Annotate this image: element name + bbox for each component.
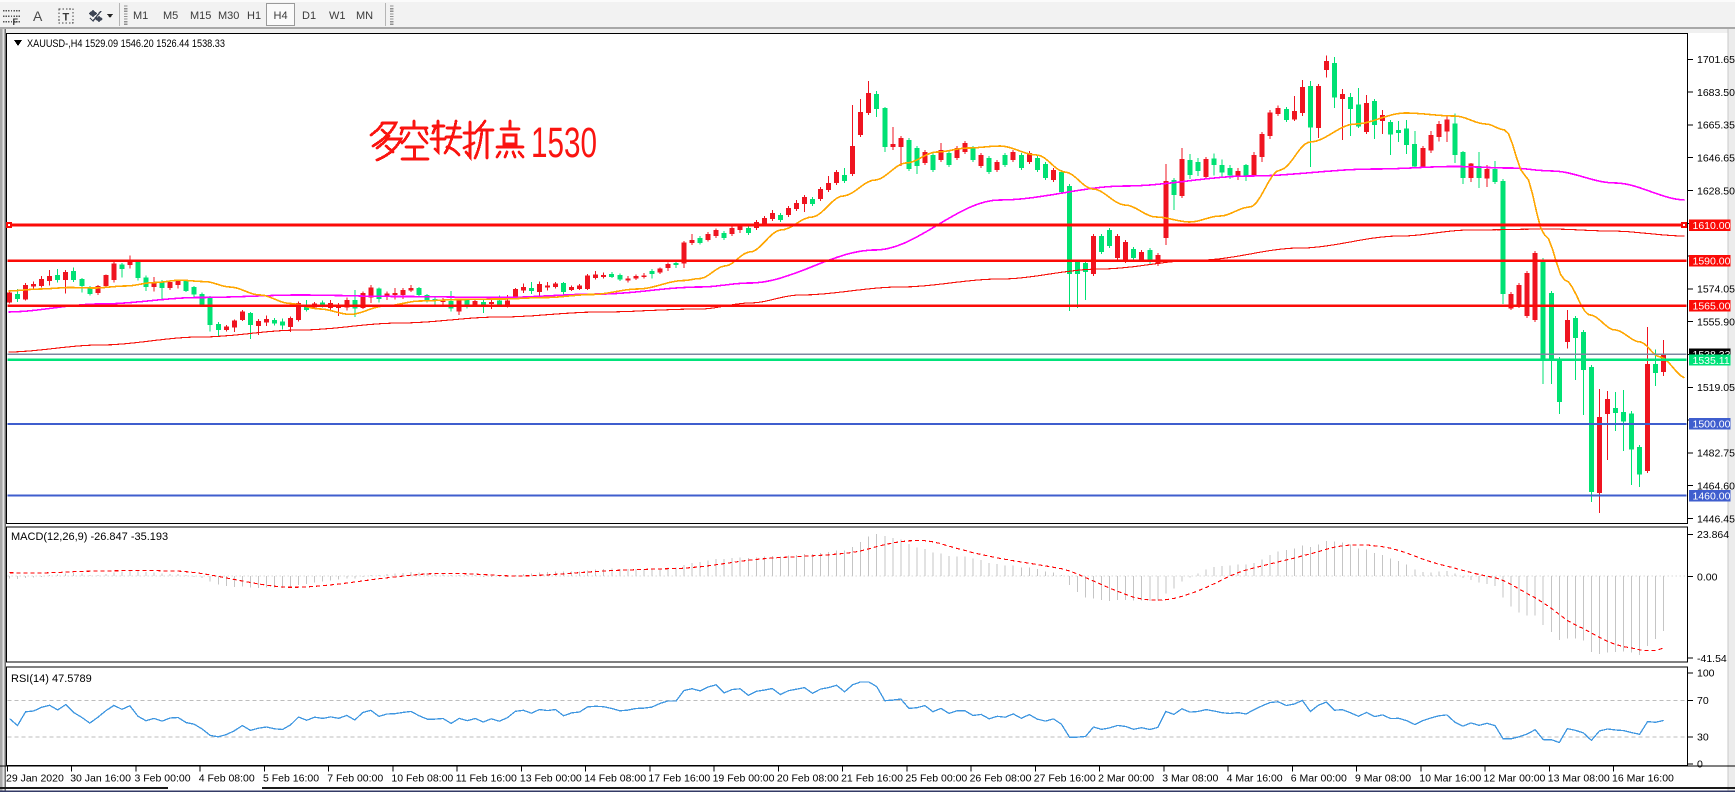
svg-text:1519.05: 1519.05	[1697, 382, 1735, 394]
svg-text:100: 100	[1697, 668, 1715, 680]
svg-text:1530: 1530	[531, 119, 597, 167]
svg-text:1482.75: 1482.75	[1697, 448, 1735, 460]
svg-text:5 Feb 16:00: 5 Feb 16:00	[263, 773, 319, 785]
svg-text:0: 0	[1697, 759, 1703, 771]
svg-text:XAUUSD-,H4 1529.09 1546.20 15: XAUUSD-,H4 1529.09 1546.20 1526.44 1538.…	[27, 38, 225, 50]
svg-text:0.00: 0.00	[1697, 571, 1718, 583]
svg-text:W1: W1	[329, 10, 346, 22]
svg-text:1555.90: 1555.90	[1697, 317, 1735, 329]
svg-text:M15: M15	[190, 10, 211, 22]
svg-text:27 Feb 16:00: 27 Feb 16:00	[1034, 773, 1096, 785]
svg-text:1574.05: 1574.05	[1697, 284, 1735, 296]
svg-text:1535.11: 1535.11	[1693, 355, 1730, 367]
svg-text:12 Mar 00:00: 12 Mar 00:00	[1484, 773, 1546, 785]
svg-text:1628.50: 1628.50	[1697, 185, 1735, 197]
svg-text:D1: D1	[302, 10, 316, 22]
svg-text:1683.50: 1683.50	[1697, 87, 1735, 99]
svg-text:A: A	[33, 8, 43, 24]
svg-text:14 Feb 08:00: 14 Feb 08:00	[584, 773, 646, 785]
svg-text:M1: M1	[133, 10, 148, 22]
svg-text:1460.00: 1460.00	[1693, 491, 1731, 503]
svg-text:2 Mar 00:00: 2 Mar 00:00	[1098, 773, 1154, 785]
svg-text:MN: MN	[356, 10, 373, 22]
svg-text:30 Jan 16:00: 30 Jan 16:00	[70, 773, 131, 785]
svg-text:6 Mar 00:00: 6 Mar 00:00	[1291, 773, 1347, 785]
svg-text:1665.35: 1665.35	[1697, 120, 1735, 132]
svg-text:7 Feb 00:00: 7 Feb 00:00	[327, 773, 383, 785]
svg-text:-41.54: -41.54	[1697, 653, 1727, 665]
svg-text:H1: H1	[247, 10, 261, 22]
svg-text:H4: H4	[274, 10, 288, 22]
svg-text:M5: M5	[163, 10, 178, 22]
svg-text:3 Mar 08:00: 3 Mar 08:00	[1162, 773, 1218, 785]
svg-text:16 Mar 16:00: 16 Mar 16:00	[1612, 773, 1674, 785]
svg-text:1701.65: 1701.65	[1697, 54, 1735, 66]
svg-text:26 Feb 08:00: 26 Feb 08:00	[970, 773, 1032, 785]
svg-text:3 Feb 00:00: 3 Feb 00:00	[135, 773, 191, 785]
svg-text:23.864: 23.864	[1697, 529, 1729, 541]
svg-text:19 Feb 00:00: 19 Feb 00:00	[713, 773, 775, 785]
svg-text:70: 70	[1697, 695, 1709, 707]
svg-text:25 Feb 00:00: 25 Feb 00:00	[905, 773, 967, 785]
svg-text:RSI(14) 47.5789: RSI(14) 47.5789	[11, 673, 92, 685]
svg-text:F: F	[13, 17, 19, 27]
svg-text:13 Feb 00:00: 13 Feb 00:00	[520, 773, 582, 785]
svg-text:17 Feb 16:00: 17 Feb 16:00	[648, 773, 710, 785]
svg-text:1646.65: 1646.65	[1697, 153, 1735, 165]
svg-text:T: T	[63, 12, 70, 24]
svg-text:13 Mar 08:00: 13 Mar 08:00	[1548, 773, 1610, 785]
svg-text:1610.00: 1610.00	[1693, 220, 1731, 232]
svg-text:30: 30	[1697, 732, 1709, 744]
svg-text:4 Feb 08:00: 4 Feb 08:00	[199, 773, 255, 785]
svg-text:1464.60: 1464.60	[1697, 481, 1735, 493]
svg-text:20 Feb 08:00: 20 Feb 08:00	[777, 773, 839, 785]
svg-text:1446.45: 1446.45	[1697, 513, 1735, 525]
svg-text:1590.00: 1590.00	[1693, 256, 1731, 268]
svg-text:10 Feb 08:00: 10 Feb 08:00	[391, 773, 453, 785]
svg-text:9 Mar 08:00: 9 Mar 08:00	[1355, 773, 1411, 785]
svg-text:M30: M30	[218, 10, 239, 22]
svg-text:11 Feb 16:00: 11 Feb 16:00	[456, 773, 517, 785]
svg-text:21 Feb 16:00: 21 Feb 16:00	[841, 773, 903, 785]
svg-text:MACD(12,26,9) -26.847 -35.193: MACD(12,26,9) -26.847 -35.193	[11, 531, 168, 543]
svg-text:1565.00: 1565.00	[1693, 301, 1731, 313]
svg-text:1500.00: 1500.00	[1693, 419, 1731, 431]
svg-text:10 Mar 16:00: 10 Mar 16:00	[1419, 773, 1481, 785]
svg-text:4 Mar 16:00: 4 Mar 16:00	[1227, 773, 1283, 785]
svg-text:29 Jan 2020: 29 Jan 2020	[6, 773, 64, 785]
